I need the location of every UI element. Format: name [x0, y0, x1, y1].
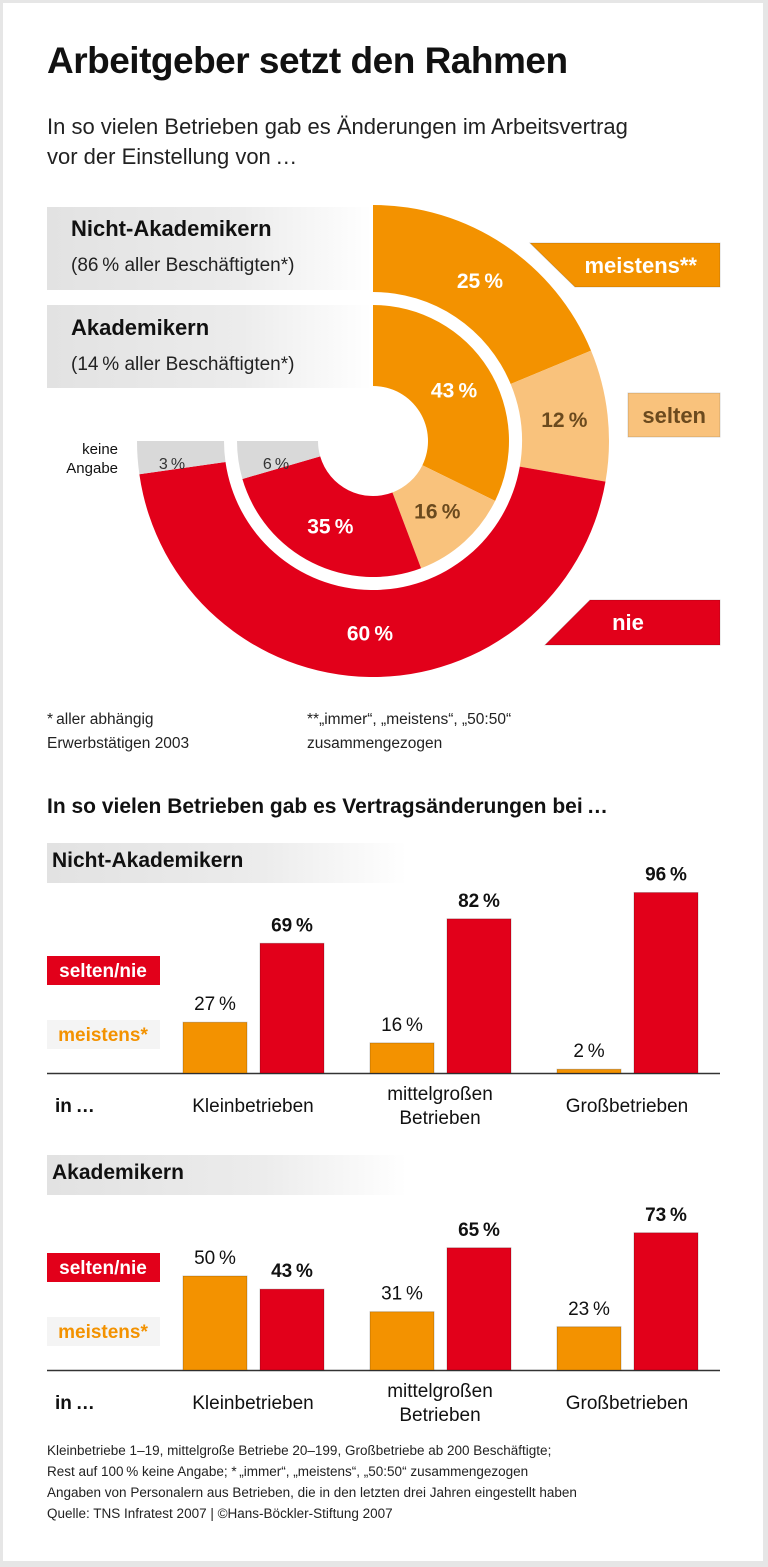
bar-chart-title: Nicht-Akademikern [52, 849, 244, 872]
category-label: Großbetrieben [566, 1096, 689, 1117]
category-label: Großbetrieben [566, 1393, 689, 1414]
bar-selten-nie [259, 942, 325, 1074]
donut-segment-akademikern-3 [237, 441, 321, 479]
bar-selten-nie [633, 1232, 699, 1371]
bar-value-label: 82 % [458, 891, 500, 912]
legend-label-meistens: meistens* [58, 1322, 148, 1343]
bar-value-label: 16 % [381, 1015, 423, 1036]
legend-tag-nie [543, 599, 721, 646]
donut-value-label: 16 % [414, 501, 461, 524]
bar-group-band [47, 1155, 407, 1195]
group-note: (14 % aller Beschäftigten*) [71, 354, 295, 375]
bar-value-label: 27 % [194, 994, 236, 1015]
legend-box-meistens [47, 1020, 160, 1049]
footer-line: Rest auf 100 % keine Angabe; * „immer“, … [47, 1464, 529, 1479]
group-band-akademiker [47, 305, 372, 388]
bar-meistens [369, 1042, 435, 1074]
category-label: Betrieben [399, 1405, 480, 1426]
bar-meistens [556, 1326, 622, 1371]
bar-section-title: In so vielen Betrieben gab es Vertragsän… [47, 795, 608, 818]
group-band-nicht-akademiker [47, 207, 372, 290]
group-name: Nicht-Akademikern [71, 216, 272, 241]
bar-meistens [556, 1068, 622, 1074]
category-label: mittelgroßen [387, 1084, 493, 1105]
donut-segment-akademikern-2 [242, 456, 422, 577]
category-label: Kleinbetrieben [192, 1393, 313, 1414]
donut-value-label: 60 % [347, 622, 394, 645]
donut-segment-nicht-akademikern-2 [139, 461, 606, 677]
legend-label-meistens: meistens* [58, 1025, 148, 1046]
bar-value-label: 96 % [645, 865, 687, 886]
keine-angabe-label: keine Angabe [66, 441, 118, 477]
bar-selten-nie [446, 1247, 512, 1371]
bar-selten-nie [259, 1288, 325, 1371]
bar-meistens [182, 1021, 248, 1074]
category-label: Betrieben [399, 1108, 480, 1129]
footer-line: Quelle: TNS Infratest 2007 | ©Hans-Böckl… [47, 1506, 393, 1521]
bar-meistens [182, 1275, 248, 1371]
legend-label-nie: nie [612, 610, 644, 635]
donut-value-label: 35 % [307, 515, 354, 538]
donut-value-label: 25 % [457, 270, 504, 293]
legend-label-meistens: meistens** [584, 253, 697, 278]
bar-value-label: 31 % [381, 1284, 423, 1305]
bar-value-label: 23 % [568, 1299, 610, 1320]
bar-value-label: 65 % [458, 1220, 500, 1241]
footnote-left: * aller abhängig Erwerbstätigen 2003 [47, 711, 190, 752]
footnote-right: **„immer“, „meistens“, „50:50“ zusammeng… [307, 711, 512, 752]
bar-value-label: 69 % [271, 915, 313, 936]
donut-segment-akademikern-0 [373, 305, 509, 501]
legend-tag-meistens [528, 242, 721, 288]
group-note: (86 % aller Beschäftigten*) [71, 255, 295, 276]
footer-notes: Kleinbetriebe 1–19, mittelgroße Betriebe… [47, 1440, 747, 1524]
donut-segment-nicht-akademikern-1 [510, 350, 609, 482]
bar-group-band [47, 843, 407, 883]
bar-selten-nie [633, 892, 699, 1074]
bar-value-label: 50 % [194, 1248, 236, 1269]
donut-segment-akademikern-1 [392, 465, 496, 569]
category-label: mittelgroßen [387, 1381, 493, 1402]
donut-value-label: 6 % [263, 456, 289, 473]
donut-segment-nicht-akademikern-3 [137, 441, 226, 475]
legend-box-meistens [47, 1317, 160, 1346]
bar-chart-title: Akademikern [52, 1161, 184, 1184]
in-label: in … [55, 1393, 95, 1414]
donut-value-label: 3 % [159, 456, 185, 473]
footer-line: Angaben von Personalern aus Betrieben, d… [47, 1485, 577, 1500]
category-label: Kleinbetrieben [192, 1096, 313, 1117]
donut-value-label: 12 % [541, 409, 588, 432]
bar-value-label: 43 % [271, 1261, 313, 1282]
in-label: in … [55, 1096, 95, 1117]
subtitle: In so vielen Betrieben gab es Änderungen… [47, 114, 628, 169]
legend-box-selten-nie [47, 1253, 160, 1282]
donut-segment-nicht-akademikern-0 [373, 205, 592, 384]
page-title: Arbeitgeber setzt den Rahmen [47, 40, 568, 81]
bar-selten-nie [446, 918, 512, 1074]
legend-box-selten-nie [47, 956, 160, 985]
legend-tag-selten [627, 392, 721, 438]
bar-value-label: 2 % [573, 1041, 604, 1062]
legend-label-selten: selten [642, 403, 706, 428]
bar-value-label: 73 % [645, 1205, 687, 1226]
footer-line: Kleinbetriebe 1–19, mittelgroße Betriebe… [47, 1443, 552, 1458]
bar-meistens [369, 1311, 435, 1371]
donut-value-label: 43 % [431, 379, 478, 402]
group-name: Akademikern [71, 315, 210, 340]
legend-label-selten-nie: selten/nie [59, 1258, 147, 1279]
legend-label-selten-nie: selten/nie [59, 961, 147, 982]
